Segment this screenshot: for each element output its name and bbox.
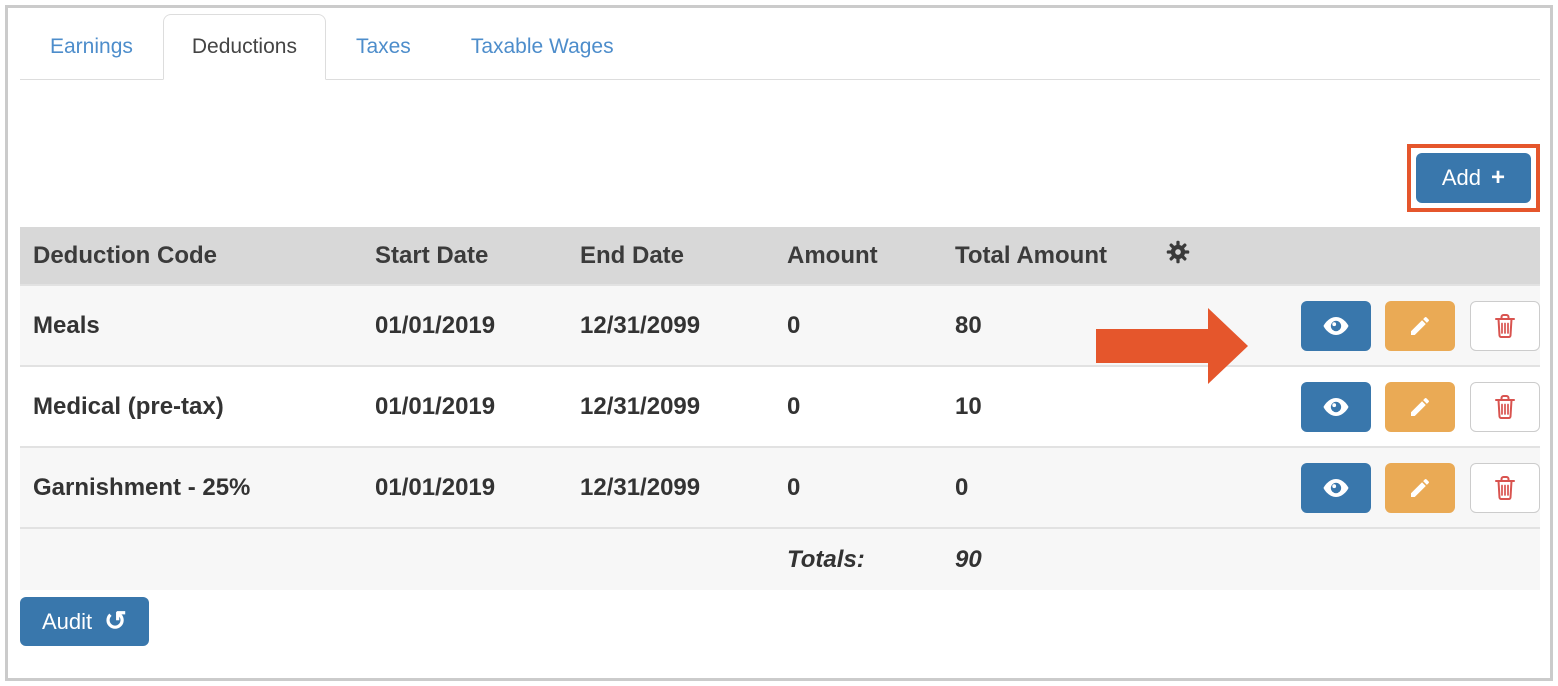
view-button[interactable] — [1300, 462, 1371, 513]
footer: Audit ↺ — [20, 597, 1540, 646]
trash-icon — [1495, 475, 1515, 500]
deduction-code-cell: Garnishment - 25% — [33, 473, 251, 501]
history-icon: ↺ — [104, 606, 127, 636]
add-button[interactable]: Add + — [1415, 153, 1531, 203]
totals-row: Totals: 90 — [20, 528, 1540, 590]
eye-icon — [1323, 478, 1349, 497]
tab-deductions[interactable]: Deductions — [162, 14, 326, 80]
end-date-cell: 12/31/2099 — [580, 311, 701, 339]
start-date-cell: 01/01/2019 — [375, 311, 496, 339]
pencil-icon — [1411, 478, 1430, 497]
table-row: Garnishment - 25% 01/01/2019 12/31/2099 … — [20, 447, 1540, 528]
edit-button[interactable] — [1385, 300, 1456, 351]
amount-cell: 0 — [787, 311, 801, 339]
totals-value: 90 — [955, 545, 982, 573]
edit-button[interactable] — [1385, 462, 1456, 513]
add-button-label: Add — [1441, 165, 1481, 190]
amount-cell: 0 — [787, 473, 801, 501]
deduction-code-cell: Medical (pre-tax) — [33, 392, 224, 420]
row-actions — [1152, 366, 1540, 447]
header-amount: Amount — [774, 227, 942, 285]
plus-icon: + — [1490, 164, 1505, 191]
end-date-cell: 12/31/2099 — [580, 473, 701, 501]
end-date-cell: 12/31/2099 — [580, 392, 701, 420]
tab-earnings[interactable]: Earnings — [50, 35, 133, 58]
audit-button-label: Audit — [42, 608, 93, 634]
eye-icon — [1323, 397, 1349, 416]
header-total-amount: Total Amount — [942, 227, 1152, 285]
deductions-panel: Earnings Deductions Taxes Taxable Wages … — [5, 5, 1553, 681]
totals-label: Totals: — [787, 545, 865, 573]
header-actions — [1152, 227, 1540, 285]
table-row: Medical (pre-tax) 01/01/2019 12/31/2099 … — [20, 366, 1540, 447]
start-date-cell: 01/01/2019 — [375, 392, 496, 420]
gear-icon[interactable] — [1165, 239, 1191, 265]
start-date-cell: 01/01/2019 — [375, 473, 496, 501]
total-amount-cell: 80 — [955, 311, 982, 339]
tab-bar: Earnings Deductions Taxes Taxable Wages — [20, 14, 1540, 80]
tab-taxable-wages[interactable]: Taxable Wages — [470, 35, 614, 58]
edit-button[interactable] — [1385, 381, 1456, 432]
view-button[interactable] — [1300, 381, 1371, 432]
audit-button[interactable]: Audit ↺ — [20, 597, 149, 646]
deductions-table: Deduction Code Start Date End Date Amoun… — [20, 227, 1540, 590]
delete-button[interactable] — [1470, 462, 1540, 513]
row-actions — [1152, 447, 1540, 528]
header-end-date: End Date — [567, 227, 774, 285]
eye-icon — [1323, 316, 1349, 335]
amount-cell: 0 — [787, 392, 801, 420]
pencil-icon — [1411, 316, 1430, 335]
view-button[interactable] — [1300, 300, 1371, 351]
pencil-icon — [1411, 397, 1430, 416]
add-button-highlight: Add + — [1406, 144, 1540, 212]
header-deduction-code: Deduction Code — [20, 227, 362, 285]
row-actions — [1152, 285, 1540, 366]
delete-button[interactable] — [1470, 381, 1540, 432]
total-amount-cell: 0 — [955, 473, 969, 501]
total-amount-cell: 10 — [955, 392, 982, 420]
table-header: Deduction Code Start Date End Date Amoun… — [20, 227, 1540, 285]
deduction-code-cell: Meals — [33, 311, 100, 339]
trash-icon — [1495, 394, 1515, 419]
header-start-date: Start Date — [362, 227, 567, 285]
tab-taxes[interactable]: Taxes — [355, 35, 411, 58]
toolbar: Add + — [20, 144, 1540, 212]
delete-button[interactable] — [1470, 300, 1540, 351]
trash-icon — [1495, 313, 1515, 338]
table-row: Meals 01/01/2019 12/31/2099 0 80 — [20, 285, 1540, 366]
